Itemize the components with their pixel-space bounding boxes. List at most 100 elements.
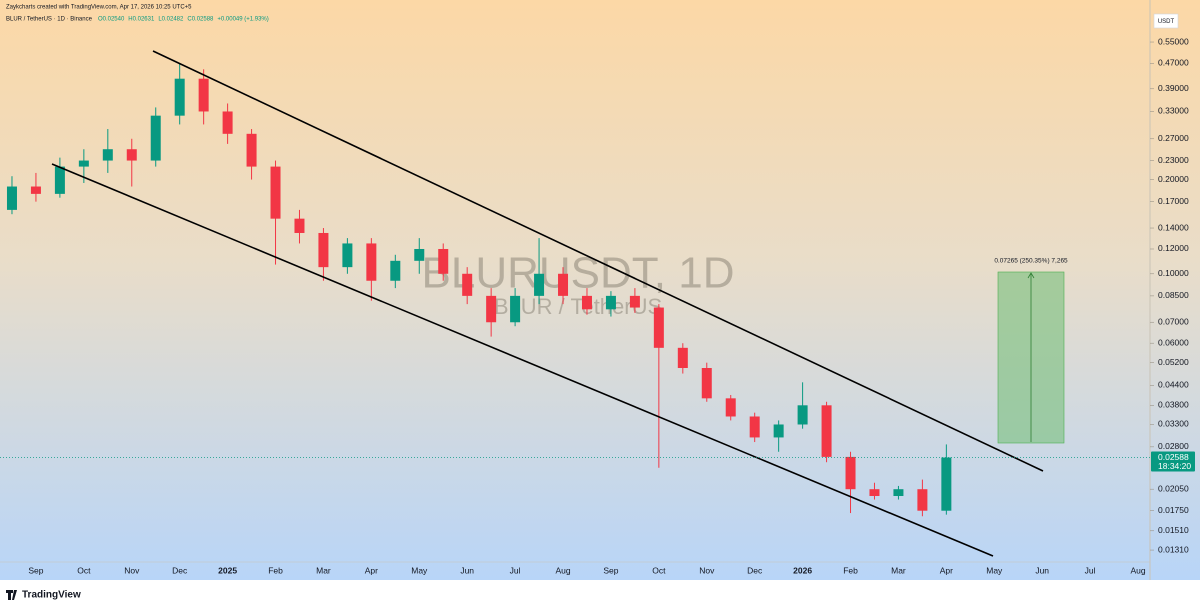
- currency: USDT: [1158, 19, 1175, 25]
- x-tick-label: Dec: [172, 565, 188, 575]
- channel-lower: [51, 163, 994, 557]
- candle-body: [150, 115, 161, 161]
- credit: Zaykcharts created with TradingView.com,…: [6, 5, 192, 11]
- legend-value: +0.00049 (+1.93%): [217, 17, 268, 23]
- candle-body: [821, 405, 832, 457]
- y-tick-label: 0.33000: [1158, 106, 1189, 116]
- y-tick-label: 0.27000: [1158, 133, 1189, 143]
- y-tick-label: 0.01750: [1158, 505, 1189, 515]
- brand-icon: [6, 590, 17, 600]
- candle-body: [941, 457, 952, 511]
- y-tick-label: 0.10000: [1158, 268, 1189, 278]
- x-tick-label: May: [411, 565, 428, 575]
- y-tick-label: 0.12000: [1158, 243, 1189, 253]
- candle-body: [270, 166, 281, 219]
- x-tick-label: Jul: [1085, 565, 1096, 575]
- measure-arrowhead: [1027, 272, 1035, 279]
- x-tick-label: Feb: [268, 565, 283, 575]
- legend-value: H0.02631: [128, 17, 155, 23]
- x-tick-label: Oct: [77, 565, 91, 575]
- candle-body: [366, 243, 377, 281]
- watermark: BLURUSDT, 1D: [422, 249, 735, 298]
- candle-body: [510, 295, 521, 323]
- candle-body: [390, 260, 401, 281]
- y-tick-label: 0.39000: [1158, 83, 1189, 93]
- candle-body: [534, 273, 545, 296]
- y-tick-label: 0.55000: [1158, 36, 1189, 46]
- candle-body: [605, 295, 616, 310]
- candle-body: [558, 273, 569, 296]
- candle-body: [486, 295, 497, 323]
- candle-body: [581, 295, 592, 310]
- y-tick-label: 0.04400: [1158, 380, 1189, 390]
- last-price-badge: [1151, 451, 1195, 472]
- candle-body: [78, 160, 89, 167]
- last-price-label: 0.02588: [1158, 452, 1189, 462]
- candle-body: [845, 456, 856, 490]
- candle-body: [917, 489, 928, 511]
- candle-body: [725, 398, 736, 417]
- y-tick-label: 0.47000: [1158, 58, 1189, 68]
- x-tick-label: Apr: [365, 565, 378, 575]
- y-tick-label: 0.03800: [1158, 400, 1189, 410]
- y-tick-label: 0.23000: [1158, 155, 1189, 165]
- y-tick-label: 0.14000: [1158, 222, 1189, 232]
- candle-body: [342, 243, 353, 268]
- candle-body: [6, 186, 17, 210]
- measure-label: 0.07265 (250.35%) 7,265: [994, 258, 1068, 265]
- candle-body: [246, 133, 257, 167]
- y-tick-label: 0.08500: [1158, 290, 1189, 300]
- candle-body: [438, 248, 449, 274]
- x-tick-label: Aug: [1130, 565, 1145, 575]
- y-tick-label: 0.02050: [1158, 483, 1189, 493]
- candle-body: [30, 186, 41, 194]
- x-tick-label: Mar: [316, 565, 331, 575]
- x-tick-label: Aug: [555, 565, 570, 575]
- y-tick-label: 0.05200: [1158, 357, 1189, 367]
- y-tick-label: 0.01510: [1158, 525, 1189, 535]
- candle-body: [54, 166, 65, 194]
- channel-upper: [152, 50, 1044, 472]
- candle-body: [102, 149, 113, 161]
- candle-body: [222, 111, 233, 134]
- currency-badge: [1153, 13, 1179, 29]
- candle-body: [653, 307, 664, 348]
- candle-body: [869, 489, 880, 497]
- candle-body: [749, 416, 760, 438]
- x-tick-label: Apr: [940, 565, 953, 575]
- candle-body: [126, 149, 137, 161]
- x-tick-label: Feb: [843, 565, 858, 575]
- candle-body: [414, 248, 425, 261]
- candle-body: [893, 489, 904, 497]
- x-tick-label: Jul: [510, 565, 521, 575]
- x-tick-label: Mar: [891, 565, 906, 575]
- candle-body: [629, 295, 640, 308]
- x-tick-label: Nov: [124, 565, 140, 575]
- legend-value: L0.02482: [158, 17, 184, 23]
- candle-body: [677, 347, 688, 369]
- legend-values: O0.02540 H0.02631 L0.02482 C0.02588 +0.00049…: [98, 17, 269, 23]
- candle-body: [797, 405, 808, 425]
- x-tick-label: May: [986, 565, 1003, 575]
- legend-value: C0.02588: [187, 17, 214, 23]
- x-tick-label: Dec: [747, 565, 763, 575]
- candle-body: [294, 218, 305, 233]
- y-tick-label: 0.03300: [1158, 419, 1189, 429]
- symbol-line: BLUR / TetherUS · 1D · Binance: [6, 17, 93, 23]
- footer: [0, 580, 1200, 609]
- y-tick-label: 0.07000: [1158, 317, 1189, 327]
- x-tick-label: 2025: [218, 565, 237, 575]
- candle-body: [462, 273, 473, 296]
- y-tick-label: 0.01310: [1158, 544, 1189, 554]
- legend-value: O0.02540: [98, 17, 125, 23]
- candles: [6, 63, 952, 517]
- x-tick-label: Nov: [699, 565, 715, 575]
- x-tick-label: Sep: [603, 565, 618, 575]
- y-tick-label: 0.20000: [1158, 174, 1189, 184]
- candle-body: [773, 424, 784, 438]
- x-tick-label: Oct: [652, 565, 666, 575]
- x-tick-label: Jun: [460, 565, 474, 575]
- candle-body: [198, 78, 209, 112]
